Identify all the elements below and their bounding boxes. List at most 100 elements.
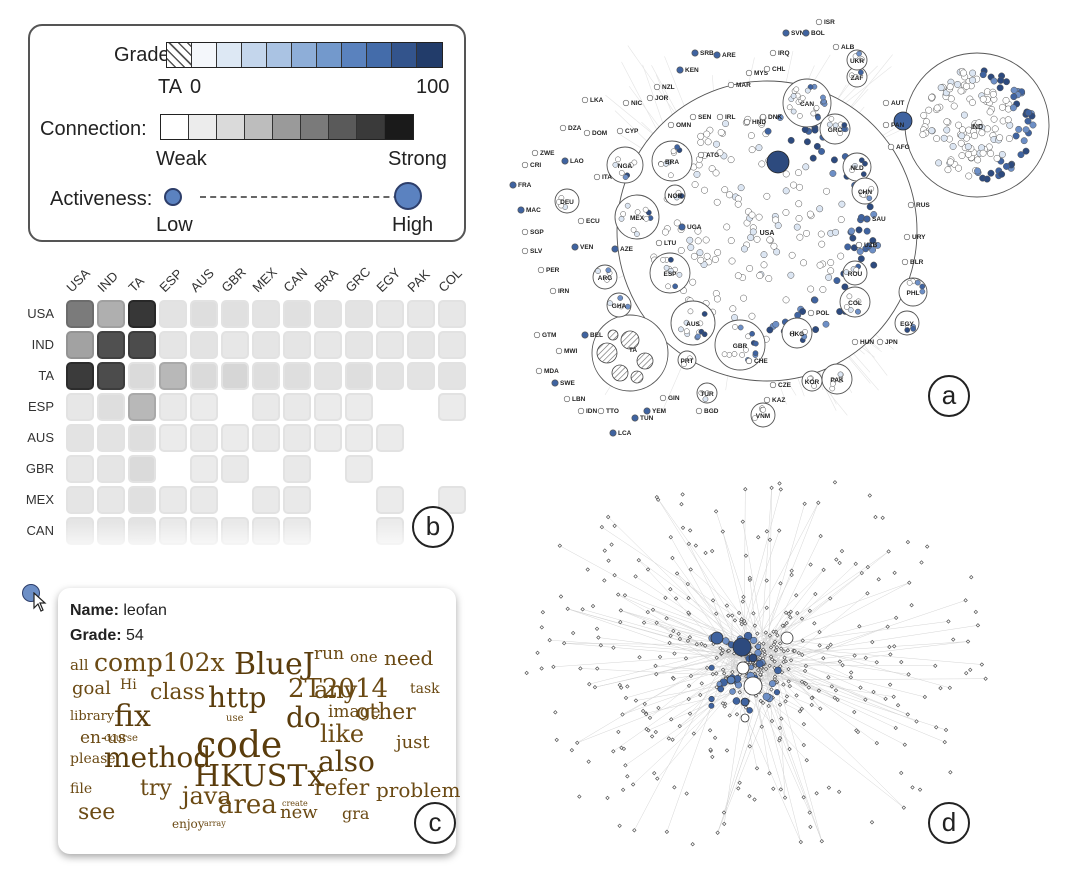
student-node[interactable] [664,616,669,621]
student-node[interactable] [960,111,968,119]
ta-node[interactable] [596,342,618,364]
student-node[interactable] [813,591,818,597]
student-node[interactable] [509,181,517,189]
student-node[interactable] [828,115,835,122]
student-node[interactable] [737,184,745,192]
student-node[interactable] [646,94,654,102]
student-node[interactable] [948,770,953,775]
matrix-cell[interactable] [407,331,435,359]
student-node[interactable] [809,695,814,701]
student-node[interactable] [795,200,803,208]
student-node[interactable] [746,265,754,272]
student-node[interactable] [602,578,607,583]
matrix-cell[interactable] [97,424,125,452]
student-node[interactable] [818,533,823,539]
country-node[interactable]: ECU [577,217,600,225]
student-node[interactable] [727,81,735,89]
student-node[interactable] [755,631,760,636]
student-node[interactable] [745,357,753,365]
country-node[interactable]: MDA [535,367,559,375]
country-node[interactable]: YEM [643,407,666,415]
student-node[interactable] [838,200,846,208]
student-node[interactable] [887,644,892,650]
student-node[interactable] [816,500,821,505]
student-node[interactable] [555,347,563,355]
student-node[interactable] [743,553,749,558]
student-node[interactable] [722,704,727,709]
student-node[interactable] [731,351,738,357]
student-node[interactable] [874,740,880,746]
country-node[interactable]: KAZ [763,396,785,404]
student-node[interactable] [802,163,810,171]
country-node[interactable]: HND [743,118,766,126]
student-node[interactable] [641,620,647,625]
student-node[interactable] [612,161,619,168]
student-node[interactable] [694,237,702,245]
student-node[interactable] [642,701,647,707]
country-node[interactable]: LAO [561,157,584,165]
student-node[interactable] [979,662,985,667]
student-node[interactable] [963,598,968,603]
country-node[interactable]: DNK [759,113,782,121]
student-node[interactable] [661,228,669,236]
student-node[interactable] [758,160,766,168]
student-node[interactable] [1020,137,1028,145]
student-node[interactable] [1005,135,1013,142]
matrix-cell[interactable] [252,486,280,514]
student-node[interactable] [713,140,720,148]
student-node[interactable] [934,725,939,730]
student-node[interactable] [752,415,758,421]
student-node[interactable] [773,629,779,635]
student-node[interactable] [691,49,699,57]
student-node[interactable] [859,570,864,576]
country-cluster[interactable]: GRC [819,113,851,145]
country-node[interactable]: LTU [655,239,676,247]
student-node[interactable] [561,157,569,165]
student-node[interactable] [772,216,780,224]
student-node[interactable] [739,622,744,627]
student-node[interactable] [816,261,824,269]
student-node[interactable] [666,736,672,741]
student-node[interactable] [761,647,766,652]
country-node[interactable]: NIC [622,99,643,107]
student-node[interactable] [856,50,862,57]
student-node[interactable] [739,617,744,622]
student-node[interactable] [885,624,890,629]
student-node[interactable] [1012,132,1020,140]
student-node[interactable] [695,161,703,169]
student-node[interactable] [825,273,833,281]
student-node[interactable] [832,43,840,51]
student-node[interactable] [1010,86,1018,94]
student-node[interactable] [866,195,873,202]
student-node[interactable] [906,279,913,286]
student-node[interactable] [697,256,705,264]
student-node[interactable] [822,320,830,328]
student-node[interactable] [783,699,788,704]
student-node[interactable] [782,655,787,660]
student-node[interactable] [979,95,987,103]
student-node[interactable] [808,562,813,567]
student-node[interactable] [964,143,972,151]
student-node[interactable] [604,276,610,283]
student-node[interactable] [834,557,839,562]
student-node[interactable] [867,493,872,498]
matrix-cell[interactable] [159,486,187,514]
student-node[interactable] [781,682,786,687]
student-node[interactable] [833,277,841,285]
student-node[interactable] [827,267,835,275]
student-node[interactable] [630,227,637,233]
student-node[interactable] [893,725,898,731]
student-node[interactable] [917,787,923,792]
student-node[interactable] [922,694,928,700]
student-node[interactable] [796,650,802,656]
student-node[interactable] [702,643,708,648]
student-node[interactable] [577,794,582,799]
matrix-cell[interactable] [252,300,280,328]
student-node[interactable] [815,18,823,26]
country-node[interactable]: SWE [551,379,576,387]
student-node[interactable] [969,76,977,84]
student-node[interactable] [622,593,628,598]
hub-node[interactable] [710,631,724,645]
student-node[interactable] [549,287,557,295]
student-node[interactable] [857,624,862,629]
